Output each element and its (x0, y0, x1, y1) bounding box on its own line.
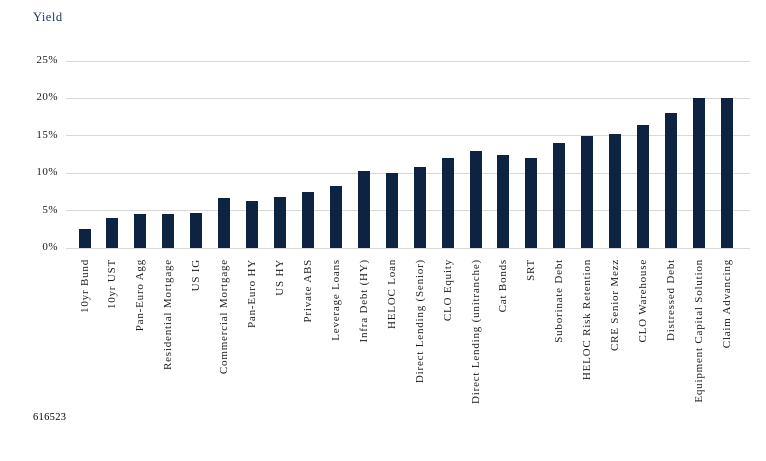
bar (637, 124, 650, 248)
bar (497, 154, 510, 248)
bar (301, 191, 314, 248)
y-tick-label: 20% (36, 91, 58, 104)
bar (246, 200, 259, 248)
bar (581, 135, 594, 248)
gridline-5% (66, 210, 750, 212)
x-category-label: Claim Advancing (720, 259, 733, 349)
x-category-label: Pan-Euro HY (246, 259, 259, 328)
bar (357, 170, 370, 248)
x-category-label: SRT (525, 259, 538, 281)
x-category-label: Distressed Debt (665, 259, 678, 341)
x-category-label: HELOC Risk Retention (581, 259, 594, 381)
bar (78, 229, 91, 248)
bar (106, 218, 119, 248)
x-category-label: 10yr Bund (78, 259, 91, 313)
x-category-label: Pan-Euro Agg (134, 259, 147, 332)
gridline-0% (66, 247, 750, 249)
bar (218, 197, 231, 248)
x-category-label: Infra Debt (HY) (357, 259, 370, 343)
footnote-id: 616523 (33, 412, 67, 423)
bar (385, 173, 398, 248)
bar (162, 214, 175, 248)
bar (329, 185, 342, 248)
y-tick-label: 5% (42, 203, 58, 216)
x-category-label: Suborinate Debt (553, 259, 566, 343)
bar (609, 134, 622, 248)
y-tick-label: 0% (42, 241, 58, 253)
bar (274, 197, 286, 248)
gridline-20% (66, 97, 750, 99)
x-category-label: Leverage Loans (329, 259, 342, 341)
bar (665, 113, 678, 248)
x-category-label: CLO Warehouse (637, 259, 650, 343)
bar (190, 212, 203, 248)
x-category-label: Cat Bonds (497, 259, 510, 313)
x-category-label: Equipment Capital Solution (692, 259, 705, 403)
x-category-label: Direct Lending (Senior) (413, 259, 426, 384)
bar (469, 150, 482, 248)
bar (692, 98, 705, 248)
x-category-label: Commercial Mortgage (218, 259, 231, 375)
gridline-15% (66, 135, 750, 137)
bar (720, 98, 733, 248)
x-category-label: Residential Mortgage (162, 259, 175, 371)
bar (441, 158, 454, 248)
gridline-25% (66, 60, 750, 62)
y-tick-label: 25% (36, 54, 58, 66)
x-category-label: Private ABS (301, 259, 314, 323)
y-axis-title: Yield (33, 10, 63, 24)
x-category-label: Direct Lending (unitranche) (469, 259, 482, 404)
gridline-10% (66, 172, 750, 174)
x-category-label: CRE Senior Mezz (609, 259, 622, 352)
bar (413, 167, 426, 248)
x-category-label: US IG (190, 259, 203, 292)
y-tick-label: 15% (36, 128, 58, 141)
plot-area (66, 60, 750, 249)
x-category-label: 10yr UST (106, 259, 119, 310)
bar (134, 214, 147, 248)
bar (553, 143, 566, 248)
x-category-label: CLO Equity (441, 259, 454, 322)
y-tick-label: 10% (36, 166, 58, 179)
x-category-label: HELOC Loan (385, 259, 398, 330)
x-category-label: US HY (274, 259, 286, 296)
bar (525, 158, 538, 248)
